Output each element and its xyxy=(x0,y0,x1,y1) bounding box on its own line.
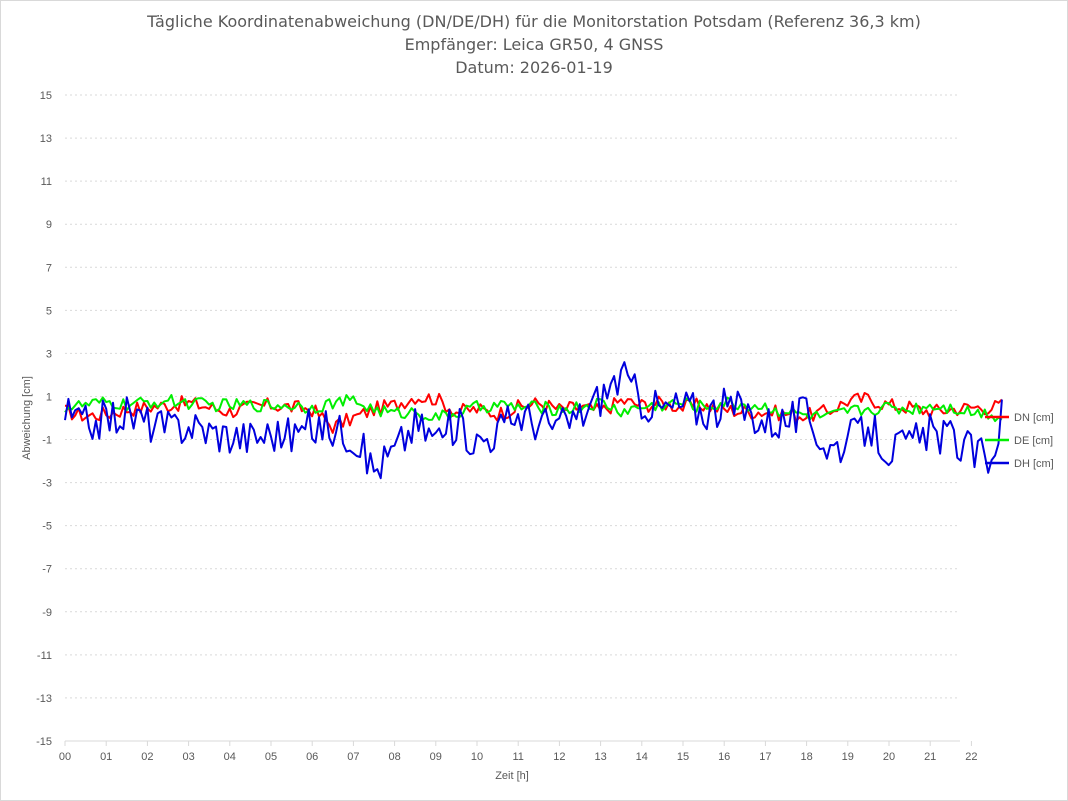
series-lines xyxy=(64,361,1003,480)
y-tick-label: 1 xyxy=(46,391,52,403)
y-tick-label: 13 xyxy=(40,133,52,145)
y-tick-label: -7 xyxy=(42,564,52,576)
legend-label: DH [cm] xyxy=(1014,458,1054,470)
x-tick-label: 02 xyxy=(141,751,153,763)
y-tick-label: 15 xyxy=(40,90,52,102)
x-axis-ticks: 00 01 02 03 04 05 06 07 08 09 10 11 12 13 14 15 16 17 18 19… xyxy=(59,741,978,763)
x-tick-label: 03 xyxy=(182,751,194,763)
x-tick-label: 12 xyxy=(553,751,565,763)
grid-lines xyxy=(65,94,960,699)
x-tick-label: 14 xyxy=(636,751,648,763)
series-line-de xyxy=(64,394,1003,423)
y-tick-label: -5 xyxy=(42,521,52,533)
x-tick-label: 21 xyxy=(924,751,936,763)
y-axis-ticks: 15 13 11 9 7 5 3 1 -1 -3 -5 -7 -9 -11 -13 -15 xyxy=(36,90,52,748)
x-tick-label: 20 xyxy=(883,751,895,763)
x-tick-label: 10 xyxy=(471,751,483,763)
y-tick-label: 9 xyxy=(46,219,52,231)
x-tick-label: 18 xyxy=(800,751,812,763)
x-tick-label: 17 xyxy=(759,751,771,763)
y-tick-label: -9 xyxy=(42,607,52,619)
legend-label: DN [cm] xyxy=(1014,412,1054,424)
series-line-dh xyxy=(64,361,1003,480)
legend: DN [cm] DE [cm] DH [cm] xyxy=(985,412,1054,470)
y-tick-label: 3 xyxy=(46,348,52,360)
x-tick-label: 04 xyxy=(224,751,236,763)
y-tick-label: -1 xyxy=(42,435,52,447)
legend-label: DE [cm] xyxy=(1014,435,1053,447)
y-tick-label: -3 xyxy=(42,478,52,490)
y-tick-label: -13 xyxy=(36,693,52,705)
y-tick-label: 5 xyxy=(46,305,52,317)
x-tick-label: 01 xyxy=(100,751,112,763)
x-tick-label: 05 xyxy=(265,751,277,763)
chart-title: Tägliche Koordinatenabweichung (DN/DE/DH… xyxy=(147,12,921,31)
y-tick-label: -15 xyxy=(36,736,52,748)
y-tick-label: 7 xyxy=(46,262,52,274)
chart-subtitle: Empfänger: Leica GR50, 4 GNSS xyxy=(404,35,664,54)
x-tick-label: 11 xyxy=(512,751,523,763)
x-tick-label: 07 xyxy=(347,751,359,763)
x-tick-label: 22 xyxy=(965,751,977,763)
chart-date: Datum: 2026-01-19 xyxy=(455,58,613,77)
x-tick-label: 00 xyxy=(59,751,71,763)
y-tick-label: -11 xyxy=(37,650,52,662)
x-tick-label: 08 xyxy=(388,751,400,763)
x-axis-label: Zeit [h] xyxy=(495,770,529,782)
x-tick-label: 19 xyxy=(842,751,854,763)
x-tick-label: 09 xyxy=(430,751,442,763)
x-tick-label: 13 xyxy=(594,751,606,763)
y-tick-label: 11 xyxy=(41,176,52,188)
x-tick-label: 15 xyxy=(677,751,689,763)
x-tick-label: 06 xyxy=(306,751,318,763)
y-axis-label: Abweichung [cm] xyxy=(21,376,33,460)
x-tick-label: 16 xyxy=(718,751,730,763)
